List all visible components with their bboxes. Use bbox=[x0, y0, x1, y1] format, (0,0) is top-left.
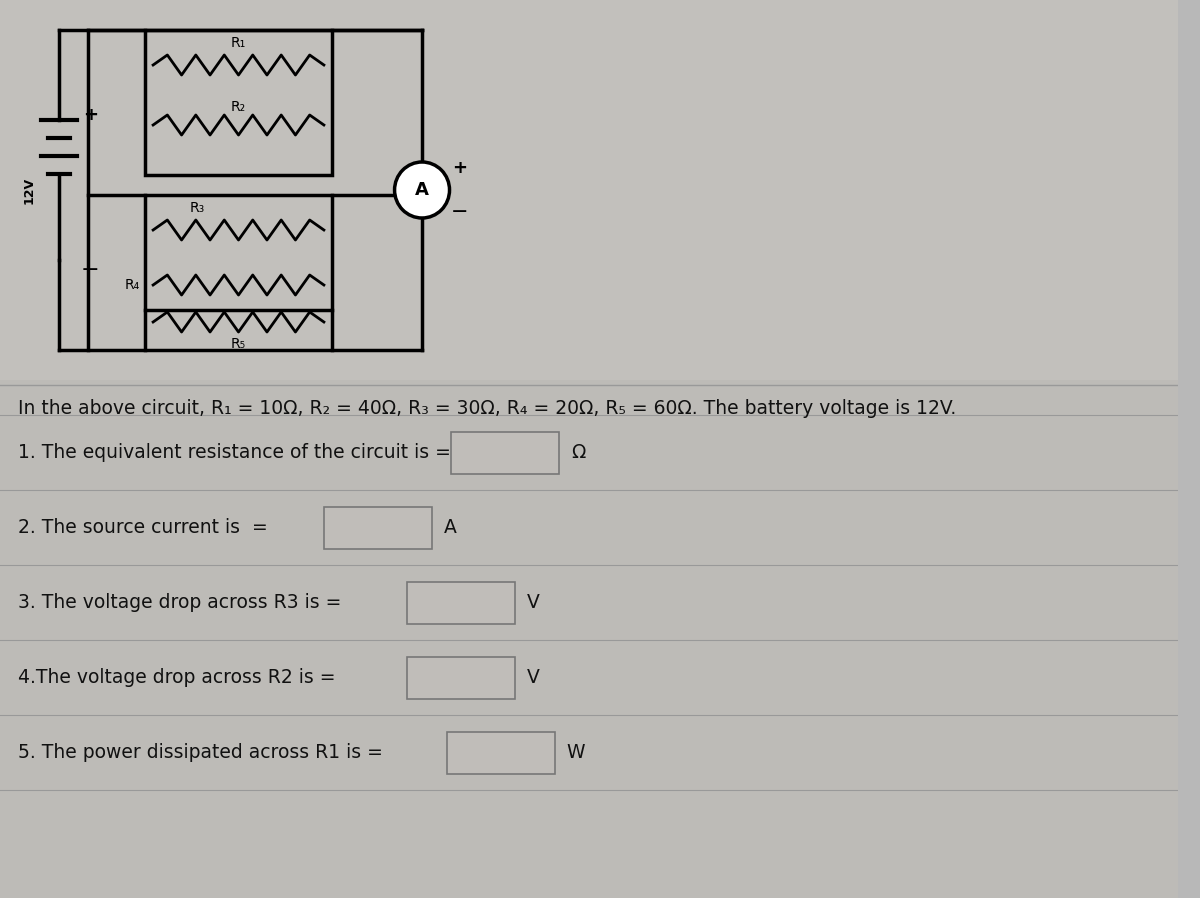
Bar bbox=[145, 30, 331, 175]
Text: 2. The source current is  =: 2. The source current is = bbox=[18, 518, 268, 537]
Text: V: V bbox=[527, 668, 540, 687]
Text: +: + bbox=[452, 159, 467, 177]
Bar bbox=[451, 432, 559, 473]
Text: R₁: R₁ bbox=[230, 36, 246, 50]
Text: 5. The power dissipated across R1 is =: 5. The power dissipated across R1 is = bbox=[18, 743, 383, 762]
Text: W: W bbox=[566, 743, 584, 762]
Text: 12V: 12V bbox=[23, 176, 36, 204]
Bar bbox=[446, 732, 554, 773]
Circle shape bbox=[395, 162, 450, 218]
Text: −: − bbox=[450, 202, 468, 222]
Text: 4.The voltage drop across R2 is =: 4.The voltage drop across R2 is = bbox=[18, 668, 335, 687]
Text: 1. The equivalent resistance of the circuit is =: 1. The equivalent resistance of the circ… bbox=[18, 443, 450, 462]
Bar bbox=[407, 582, 515, 623]
Text: R₃: R₃ bbox=[190, 201, 205, 215]
Bar bbox=[145, 195, 331, 310]
Bar bbox=[0, 380, 1178, 898]
Text: −: − bbox=[80, 260, 100, 280]
Text: R₂: R₂ bbox=[230, 100, 246, 114]
Text: In the above circuit, R₁ = 10Ω, R₂ = 40Ω, R₃ = 30Ω, R₄ = 20Ω, R₅ = 60Ω. The batt: In the above circuit, R₁ = 10Ω, R₂ = 40Ω… bbox=[18, 399, 956, 418]
Bar bbox=[324, 506, 432, 549]
Text: +: + bbox=[83, 106, 97, 124]
Text: R₄: R₄ bbox=[125, 278, 140, 292]
Text: R₅: R₅ bbox=[230, 337, 246, 351]
Text: V: V bbox=[527, 593, 540, 612]
Text: 3. The voltage drop across R3 is =: 3. The voltage drop across R3 is = bbox=[18, 593, 341, 612]
Bar bbox=[407, 656, 515, 699]
Text: Ω: Ω bbox=[571, 443, 586, 462]
Text: A: A bbox=[444, 518, 456, 537]
Text: A: A bbox=[415, 181, 428, 199]
Bar bbox=[0, 0, 1178, 380]
